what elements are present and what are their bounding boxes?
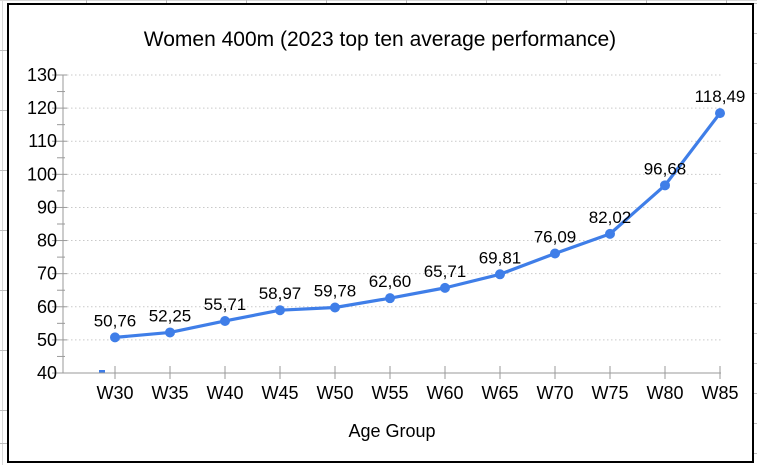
- y-tick-label: 130: [27, 65, 57, 85]
- data-point-label: 69,81: [479, 248, 522, 267]
- x-tick-label: W50: [316, 383, 353, 403]
- data-point-label: 59,78: [314, 282, 357, 301]
- y-tick-label: 90: [37, 197, 57, 217]
- x-tick-label: W75: [591, 383, 628, 403]
- x-tick-label: W55: [371, 383, 408, 403]
- data-point-marker: [605, 228, 615, 239]
- data-point-marker: [440, 282, 450, 293]
- data-point-marker: [220, 315, 230, 326]
- data-point-marker: [660, 180, 670, 191]
- y-tick-label: 80: [37, 231, 57, 251]
- data-point-label: 96,68: [644, 159, 687, 178]
- data-point-label: 62,60: [369, 272, 412, 291]
- y-tick-label: 100: [27, 164, 57, 184]
- y-tick-label: 60: [37, 297, 57, 317]
- data-point-label: 58,97: [259, 284, 302, 303]
- data-point-marker: [715, 108, 725, 119]
- x-tick-label: W40: [206, 383, 243, 403]
- data-point-marker: [330, 302, 340, 313]
- y-tick-label: 70: [37, 264, 57, 284]
- data-point-label: 55,71: [204, 295, 247, 314]
- data-point-marker: [550, 248, 560, 259]
- x-tick-label: W85: [701, 383, 738, 403]
- data-point-label: 50,76: [94, 311, 137, 330]
- y-tick-label: 50: [37, 330, 57, 350]
- x-tick-label: W60: [426, 383, 463, 403]
- data-point-label: 118,49: [695, 87, 746, 106]
- data-point-label: 76,09: [534, 228, 577, 247]
- data-point-label: 52,25: [149, 306, 192, 325]
- y-tick-label: 120: [27, 98, 57, 118]
- x-tick-label: W70: [536, 383, 573, 403]
- data-point-marker: [165, 327, 175, 338]
- x-tick-label: W30: [96, 383, 133, 403]
- y-tick-label: 40: [37, 363, 57, 383]
- x-axis-title: Age Group: [348, 421, 435, 441]
- data-point-marker: [385, 293, 395, 304]
- x-tick-label: W45: [261, 383, 298, 403]
- data-point-marker: [110, 332, 120, 343]
- x-tick-label: W35: [151, 383, 188, 403]
- data-point-marker: [275, 305, 285, 316]
- chart-title: Women 400m (2023 top ten average perform…: [144, 28, 616, 51]
- data-point-label: 65,71: [424, 262, 467, 281]
- x-tick-label: W65: [481, 383, 518, 403]
- x-tick-label: W80: [646, 383, 683, 403]
- data-point-marker: [495, 269, 505, 280]
- chart-frame: [7, 3, 754, 463]
- series-line: [113, 111, 722, 339]
- y-tick-label: 110: [28, 131, 57, 151]
- stray-mark: [99, 370, 105, 373]
- plot-area: 130 120 110 100 90 80 70 60 50 40 W30 W35 W40 W45 W50 W…: [27, 65, 745, 403]
- data-point-label: 82,02: [589, 208, 632, 227]
